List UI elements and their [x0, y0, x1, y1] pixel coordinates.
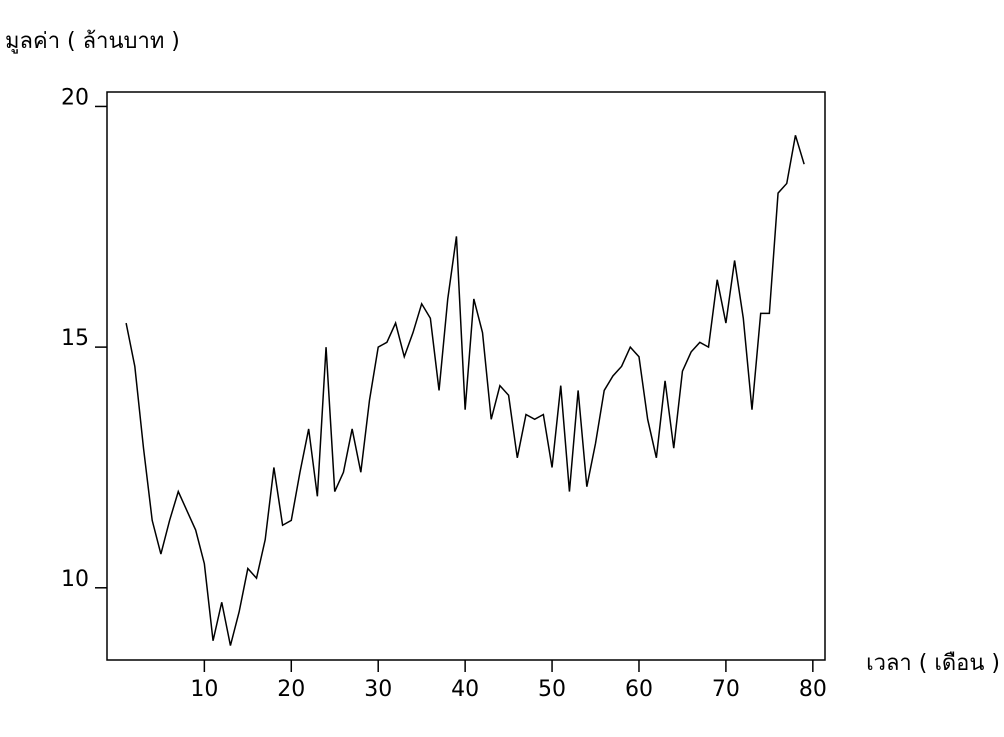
x-axis-label: เวลา ( เดือน ): [866, 651, 1000, 676]
x-tick-label: 40: [451, 677, 479, 702]
y-tick-label: 10: [61, 567, 89, 592]
y-axis-label: มูลค่า ( ล้านบาท ): [5, 29, 180, 54]
data-line: [125, 135, 805, 646]
y-tick-label: 15: [61, 326, 89, 351]
y-tick-label: 20: [61, 85, 89, 110]
x-tick-label: 60: [625, 677, 653, 702]
x-tick-label: 30: [364, 677, 392, 702]
x-tick-label: 70: [712, 677, 740, 702]
x-tick-label: 80: [799, 677, 827, 702]
x-tick-label: 10: [190, 677, 218, 702]
x-tick-label: 20: [277, 677, 305, 702]
x-tick-label: 50: [538, 677, 566, 702]
plot-frame: [106, 91, 826, 661]
